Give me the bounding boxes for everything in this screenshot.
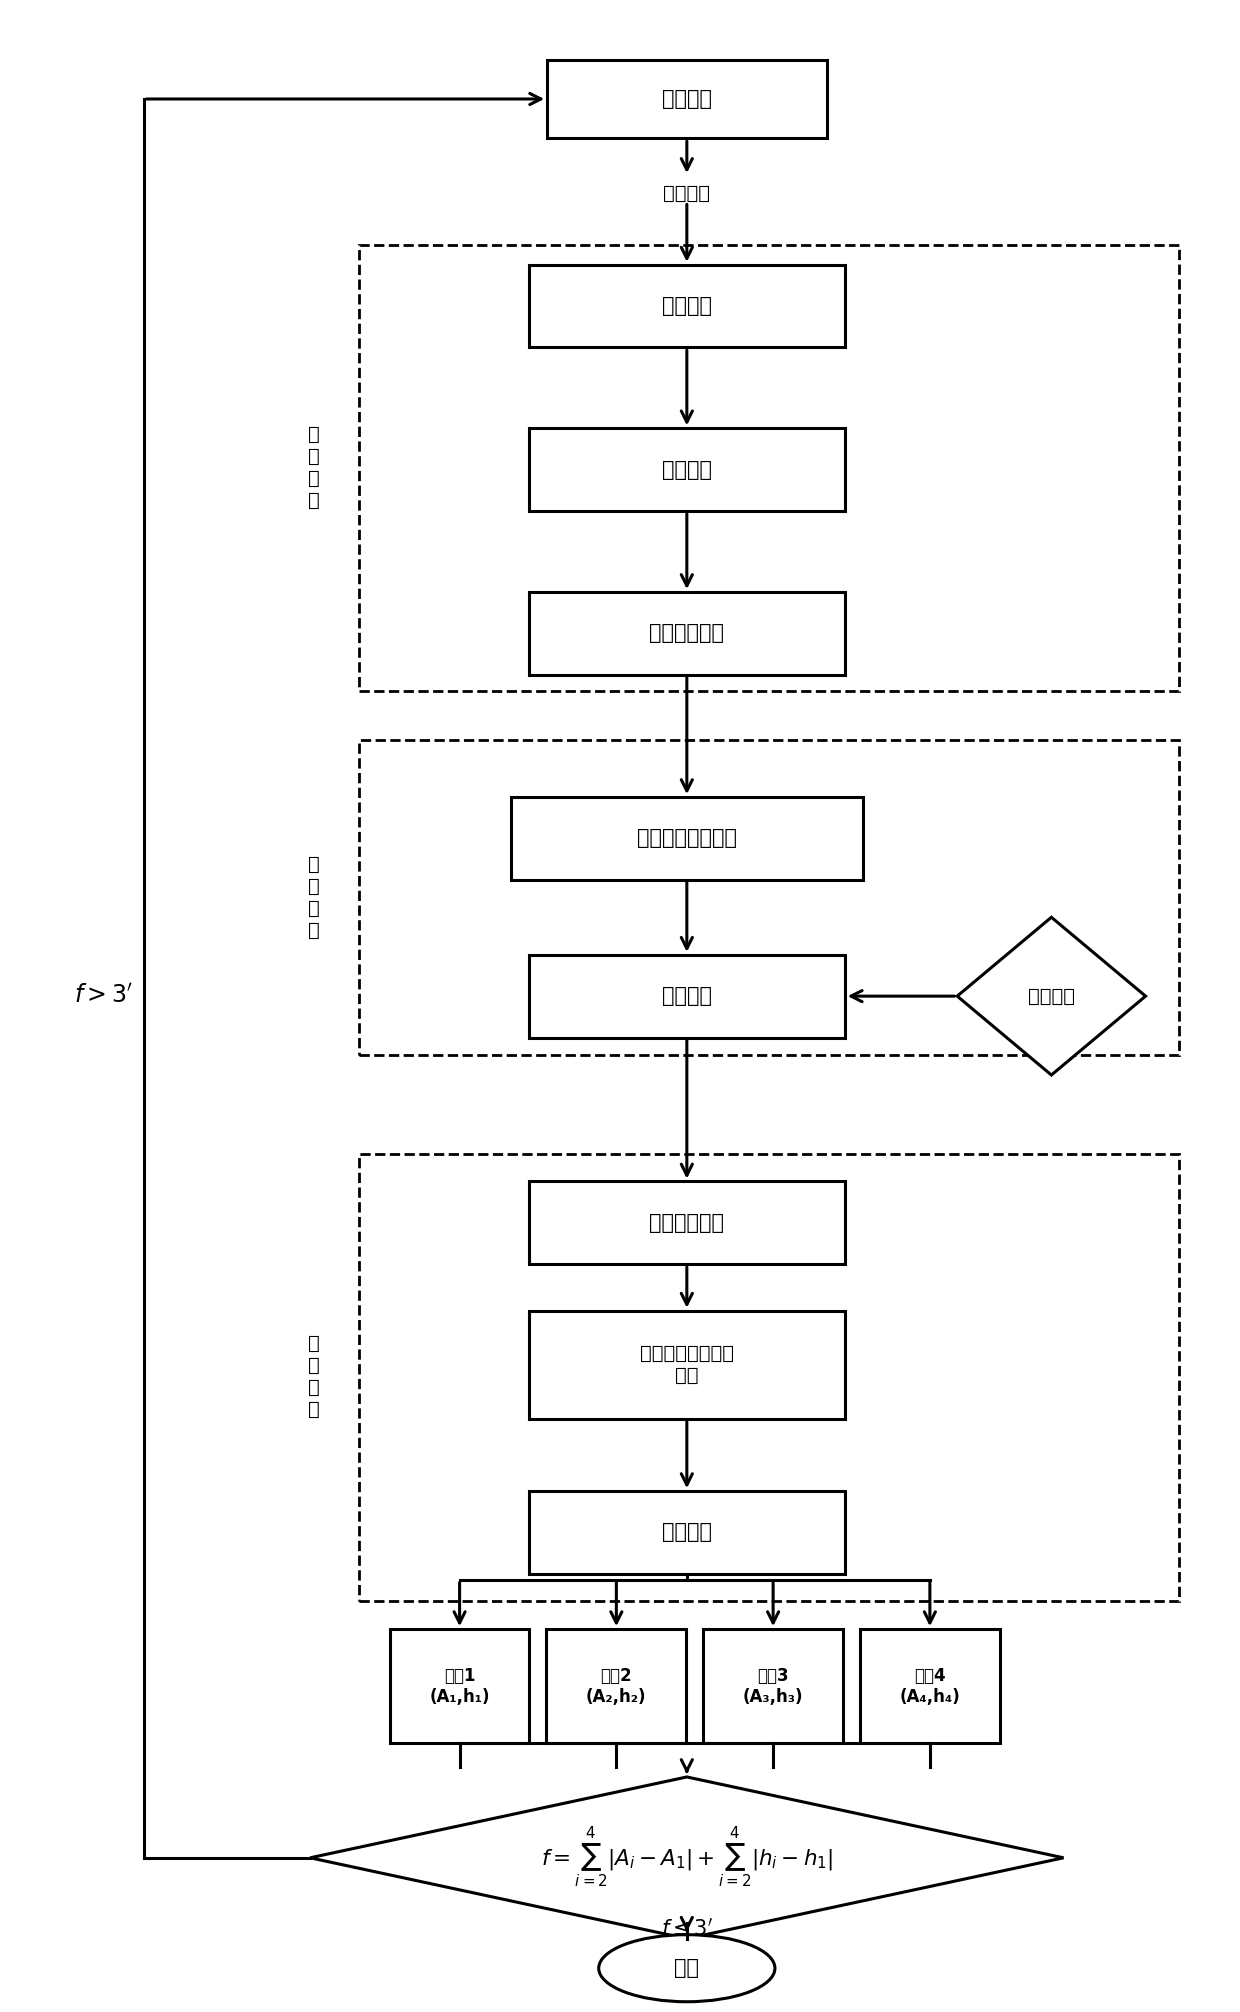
FancyBboxPatch shape [389, 1630, 529, 1744]
Text: 读入图像: 读入图像 [663, 185, 711, 203]
Text: 相机3
(A₃,h₃): 相机3 (A₃,h₃) [743, 1666, 804, 1706]
FancyBboxPatch shape [528, 1181, 844, 1264]
FancyBboxPatch shape [528, 592, 844, 674]
FancyBboxPatch shape [511, 797, 863, 879]
Text: 星
图
处
理: 星 图 处 理 [308, 425, 320, 511]
Polygon shape [957, 917, 1146, 1074]
FancyBboxPatch shape [528, 956, 844, 1038]
Text: 像面坐标角距计算: 像面坐标角距计算 [637, 829, 737, 849]
FancyBboxPatch shape [528, 1491, 844, 1573]
Text: 星图去噪: 星图去噪 [662, 296, 712, 316]
FancyBboxPatch shape [528, 266, 844, 348]
Text: 相机2
(A₂,h₂): 相机2 (A₂,h₂) [587, 1666, 646, 1706]
Text: 调节指向: 调节指向 [662, 89, 712, 109]
FancyBboxPatch shape [528, 1310, 844, 1418]
FancyBboxPatch shape [528, 429, 844, 511]
FancyBboxPatch shape [547, 60, 827, 139]
FancyBboxPatch shape [861, 1630, 999, 1744]
Text: $f>3'$: $f>3'$ [74, 984, 133, 1008]
FancyBboxPatch shape [703, 1630, 843, 1744]
Text: 相机1
(A₁,h₁): 相机1 (A₁,h₁) [429, 1666, 490, 1706]
Polygon shape [310, 1777, 1064, 1940]
Text: 姿
态
解
算: 姿 态 解 算 [308, 1334, 320, 1418]
Text: $f=\sum_{i=2}^{4}|A_i-A_1|+\sum_{i=2}^{4}|h_i-h_1|$: $f=\sum_{i=2}^{4}|A_i-A_1|+\sum_{i=2}^{4… [541, 1825, 833, 1889]
Text: 星
图
识
别: 星 图 识 别 [308, 855, 320, 940]
Text: $f\leq3'$: $f\leq3'$ [661, 1917, 713, 1940]
Text: 星点坐标提取: 星点坐标提取 [650, 624, 724, 644]
Text: 相机4
(A₄,h₄): 相机4 (A₄,h₄) [899, 1666, 960, 1706]
Text: 结束: 结束 [675, 1958, 699, 1978]
Text: 姿态解算: 姿态解算 [662, 1523, 712, 1543]
FancyBboxPatch shape [547, 1630, 686, 1744]
Text: 赤道坐标地平坐标
转换: 赤道坐标地平坐标 转换 [640, 1344, 734, 1386]
Text: 阈值分割: 阈值分割 [662, 459, 712, 479]
Ellipse shape [599, 1936, 775, 2002]
Text: 赤道坐标修正: 赤道坐标修正 [650, 1213, 724, 1233]
Text: 角距匹配: 角距匹配 [662, 986, 712, 1006]
Text: 导航星库: 导航星库 [1028, 986, 1075, 1006]
